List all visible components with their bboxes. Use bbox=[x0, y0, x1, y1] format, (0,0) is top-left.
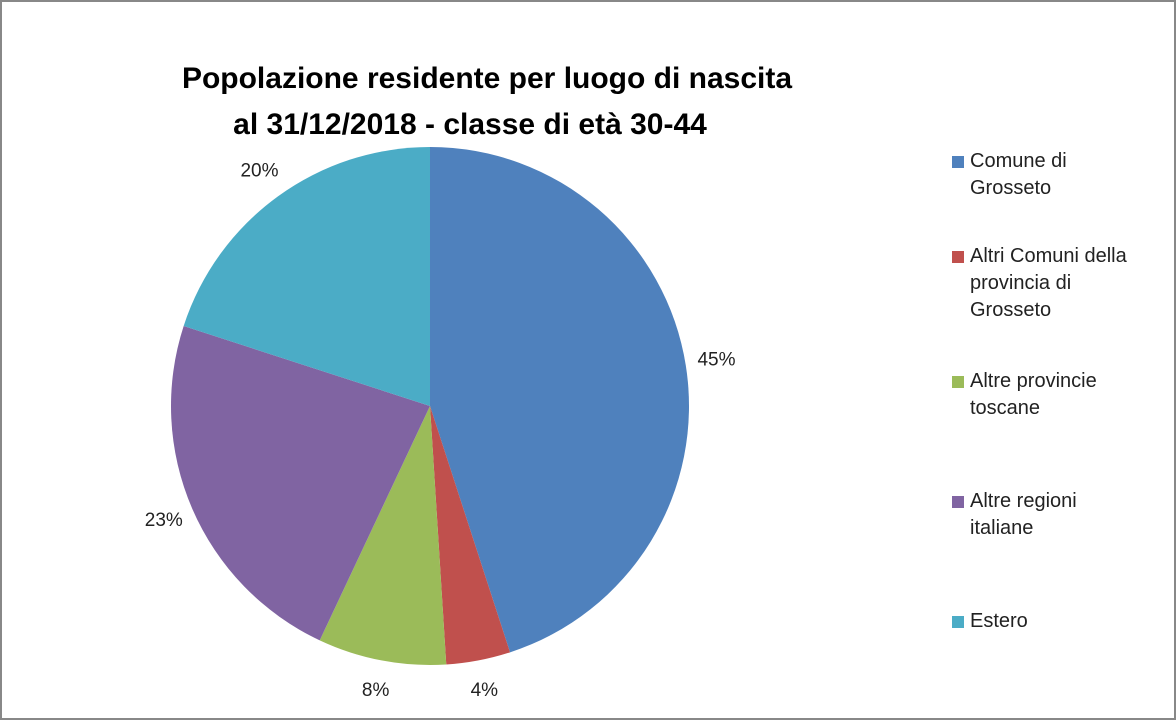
legend-label: Altri Comuni della provincia di Grosseto bbox=[970, 245, 1127, 321]
data-label: 4% bbox=[471, 680, 499, 701]
legend-swatch bbox=[952, 616, 964, 628]
legend-swatch bbox=[952, 251, 964, 263]
legend-label: Estero bbox=[970, 610, 1028, 632]
chart-title: al 31/12/2018 - classe di età 30-44 bbox=[233, 108, 707, 141]
pie-slice bbox=[430, 147, 689, 653]
legend-item: Estero bbox=[952, 608, 1172, 635]
pie-slice bbox=[430, 406, 511, 665]
pie-slice bbox=[319, 406, 447, 665]
legend-item: Comune di Grosseto bbox=[952, 148, 1172, 202]
legend-item: Altre provincie toscane bbox=[952, 368, 1172, 422]
legend-swatch bbox=[952, 156, 964, 168]
legend-label: Altre provincie toscane bbox=[970, 370, 1097, 419]
chart-title: Popolazione residente per luogo di nasci… bbox=[182, 62, 792, 95]
legend-swatch bbox=[952, 496, 964, 508]
legend-item: Altre regioni italiane bbox=[952, 488, 1172, 542]
legend-item: Altri Comuni della provincia di Grosseto bbox=[952, 243, 1172, 324]
pie-slice bbox=[183, 147, 430, 406]
legend-label: Comune di Grosseto bbox=[970, 150, 1067, 199]
data-label: 20% bbox=[240, 160, 278, 181]
legend-swatch bbox=[952, 376, 964, 388]
legend-label: Altre regioni italiane bbox=[970, 490, 1077, 539]
data-label: 45% bbox=[697, 350, 735, 371]
data-label: 8% bbox=[362, 680, 390, 701]
pie-slice bbox=[171, 325, 430, 641]
data-label: 23% bbox=[145, 510, 183, 531]
